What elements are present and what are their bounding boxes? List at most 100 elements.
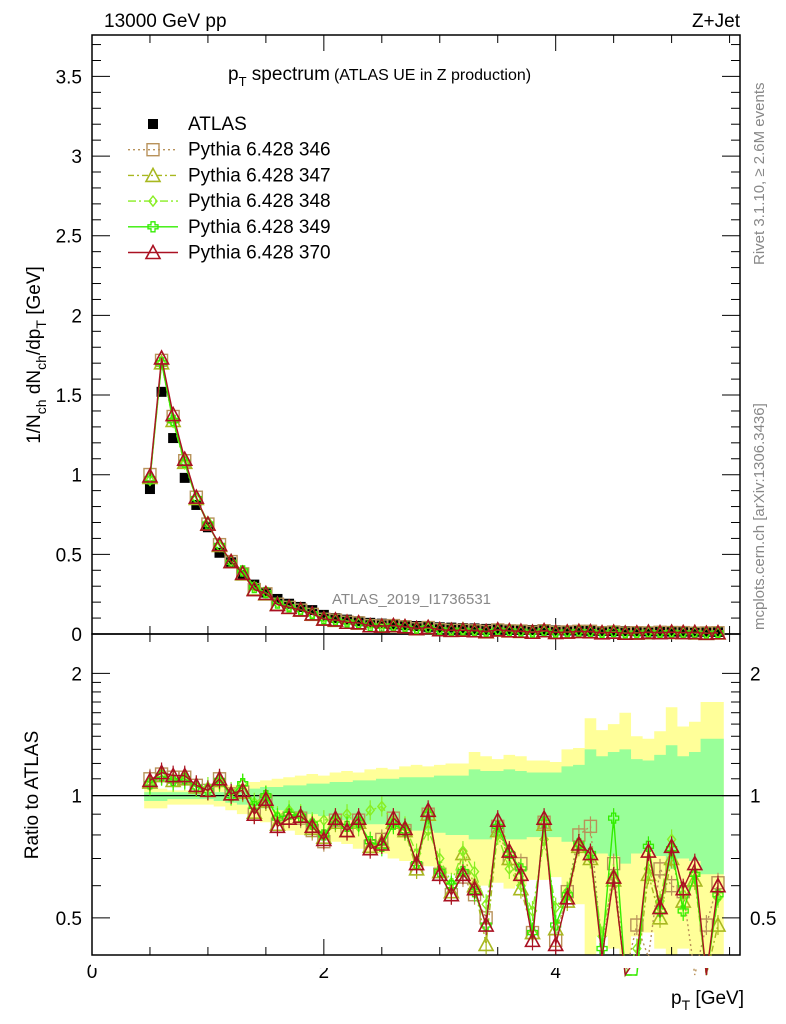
data-point-main [153,349,170,365]
data-point-ratio [408,854,425,871]
data-point-ratio [524,931,541,948]
data-point-ratio [712,889,724,901]
legend-item: ATLAS [148,114,247,135]
data-point-ratio [164,766,182,783]
data-point-main [385,616,402,633]
data-point-atlas [214,547,225,558]
data-point-main [524,623,541,640]
data-point-main [663,623,680,640]
data-point-main [593,624,611,640]
data-point-atlas [550,625,561,636]
data-point-ratio [234,781,252,798]
title-note: (ATLAS UE in Z production) [334,67,531,84]
plot-title: pT spectrum (ATLAS UE in Z production) [228,64,531,89]
ratio-y-tick-label-right: 1 [750,787,761,808]
data-point-ratio [376,840,388,852]
data-point-atlas [144,484,155,495]
data-point-ratio [245,805,263,821]
legend: ATLAS Pythia 6.428 346 Pythia 6.428 347 Pyt… [128,114,331,264]
data-point-atlas [620,626,631,637]
data-point-atlas [527,625,538,636]
xlabel-rest: [GeV] [690,988,744,1009]
data-point-main [350,614,367,630]
data-point-atlas [446,622,457,633]
data-point-main [141,467,159,483]
title-p: p [228,64,239,85]
data-point-main [179,457,190,470]
legend-marker [144,166,162,183]
x-tick-label: 0 [87,962,98,983]
ratio-y-tick-label: 1 [71,787,82,808]
x-tick-label: 2 [319,962,330,983]
data-point-main [640,623,657,639]
ratio-y-tick-label-right: 2 [750,664,761,685]
data-point-main [338,613,356,630]
series-layer [91,349,741,978]
legend-marker [144,243,162,260]
data-point-main [199,515,217,531]
data-point-atlas [318,609,329,620]
data-point-atlas [655,626,666,637]
data-point-ratio [547,935,565,952]
data-point-atlas [457,623,468,634]
ratio-y-label: Ratio to ATLAS [22,731,43,860]
data-point-main [408,619,425,636]
legend-label: Pythia 6.428 348 [188,191,331,212]
data-point-ratio [677,905,689,917]
data-point-ratio [686,871,704,887]
data-point-atlas [168,433,179,444]
data-point-ratio [292,807,309,823]
data-point-main [222,552,240,569]
data-point-ratio [280,809,298,825]
ratio-y-tick-label-right: 0.5 [750,909,776,930]
data-point-ratio [469,865,480,878]
legend-item: Pythia 6.428 348 [128,191,331,212]
data-point-atlas [504,624,515,635]
data-point-main [145,474,155,487]
data-point-atlas [411,621,422,632]
legend-label: Pythia 6.428 349 [188,217,331,238]
legend-item: Pythia 6.428 346 [128,140,331,161]
data-point-ratio [283,808,295,820]
series-m370 [141,349,727,978]
data-point-ratio [466,879,483,896]
data-point-ratio [640,842,657,858]
data-point-ratio [561,889,573,901]
data-point-ratio [458,844,468,858]
data-point-ratio [315,830,333,847]
data-point-ratio [257,790,275,806]
y-tick-label: 2.5 [56,227,82,248]
title-sub: T [239,74,247,89]
data-point-ratio [338,821,356,838]
data-point-main [303,605,321,621]
ylabel-sub: ch [33,399,49,414]
data-point-main [535,621,553,638]
data-point-atlas [399,620,410,631]
data-point-main [582,623,599,639]
data-point-ratio [504,862,515,875]
data-point-main [269,595,286,612]
data-point-atlas [156,386,167,397]
data-point-main [616,624,634,640]
data-point-ratio [582,844,599,861]
y-tick-label: 2 [71,306,82,327]
data-point-ratio [260,789,272,802]
data-point-ratio [361,840,379,856]
data-point-ratio [651,909,669,925]
data-point-ratio [477,935,495,952]
data-point-ratio [550,919,562,931]
ylabel-part: /dp [24,329,45,355]
data-point-atlas [573,625,584,636]
mcplots-label: mcplots.cern.ch [arXiv:1306.3436] [751,403,768,630]
legend-marker [147,221,159,233]
ylabel-part: [GeV] [24,266,45,320]
data-point-ratio [396,819,414,836]
data-point-atlas [597,625,608,636]
data-point-main [605,623,622,639]
data-point-atlas [353,616,364,627]
data-point-main [280,598,298,615]
data-point-ratio [303,817,321,834]
data-point-ratio [515,863,527,875]
data-point-atlas [434,622,445,633]
